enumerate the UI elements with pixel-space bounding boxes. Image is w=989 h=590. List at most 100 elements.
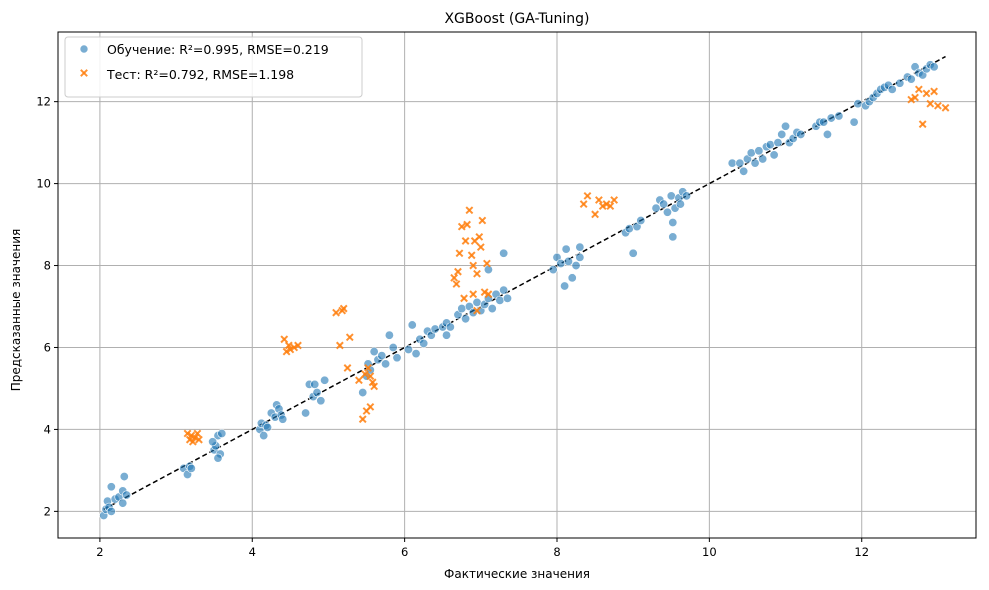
train-point xyxy=(666,191,676,201)
x-tick-label: 2 xyxy=(96,545,103,559)
test-point xyxy=(918,120,927,129)
test-point xyxy=(282,347,291,356)
test-point xyxy=(463,220,472,229)
train-point xyxy=(668,232,678,242)
test-point xyxy=(469,290,478,299)
test-point xyxy=(460,294,468,303)
test-point xyxy=(914,85,923,94)
train-point xyxy=(754,146,764,156)
test-point xyxy=(191,433,200,442)
test-point xyxy=(339,304,348,313)
x-tick-label: 10 xyxy=(702,545,717,559)
train-point xyxy=(186,463,196,473)
train-point xyxy=(411,349,421,359)
y-tick-label: 12 xyxy=(36,95,51,109)
test-point xyxy=(473,269,481,278)
test-point xyxy=(364,364,372,372)
train-point xyxy=(403,345,413,355)
train-point xyxy=(682,191,692,201)
test-point xyxy=(457,222,466,231)
train-point xyxy=(213,453,223,463)
x-tick-label: 12 xyxy=(854,545,869,559)
train-point xyxy=(796,129,806,139)
train-point xyxy=(548,265,558,275)
train-point xyxy=(560,281,570,291)
train-point xyxy=(208,437,218,447)
train-point xyxy=(259,431,269,441)
train-point xyxy=(735,158,745,168)
test-point xyxy=(467,251,476,260)
train-point xyxy=(445,322,455,332)
test-point xyxy=(907,95,916,104)
test-point xyxy=(480,288,489,297)
chart-title: XGBoost (GA-Tuning) xyxy=(444,11,589,27)
train-point xyxy=(769,150,779,160)
train-point xyxy=(442,330,452,340)
test-point xyxy=(455,249,464,258)
test-point xyxy=(922,89,931,98)
train-point xyxy=(461,314,471,324)
test-point xyxy=(361,370,369,379)
train-point xyxy=(636,215,646,225)
train-point xyxy=(746,148,756,158)
y-tick-label: 4 xyxy=(44,422,51,436)
train-point xyxy=(320,375,330,385)
train-point xyxy=(392,353,402,363)
legend-marker-test xyxy=(80,69,88,77)
train-point xyxy=(575,242,585,252)
train-point xyxy=(834,111,844,121)
train-point xyxy=(316,396,326,406)
train-point xyxy=(381,359,391,369)
train-point xyxy=(853,99,863,109)
x-axis-label: Фактические значения xyxy=(444,567,590,581)
train-point xyxy=(668,218,678,228)
train-point xyxy=(301,408,311,418)
points-layer xyxy=(99,60,950,520)
x-tick-label: 6 xyxy=(401,545,408,559)
train-point xyxy=(765,140,775,150)
y-tick-label: 2 xyxy=(44,504,51,518)
train-point xyxy=(556,258,566,268)
test-point xyxy=(483,259,491,268)
test-point xyxy=(465,206,474,215)
legend-box xyxy=(64,36,363,98)
legend-label-test: Тест: R²=0.792, RMSE=1.198 xyxy=(106,67,294,82)
test-point xyxy=(606,202,615,211)
train-point xyxy=(561,244,571,254)
test-point xyxy=(461,237,470,245)
test-point xyxy=(475,232,484,241)
train-point xyxy=(662,207,672,217)
train-point xyxy=(118,498,128,508)
train-point xyxy=(571,261,581,271)
train-point xyxy=(822,129,832,139)
y-tick-label: 8 xyxy=(44,259,51,273)
train-point xyxy=(727,158,737,168)
test-point xyxy=(286,345,295,354)
train-point xyxy=(628,248,638,258)
train-point xyxy=(122,490,132,500)
train-point xyxy=(659,199,669,209)
train-point xyxy=(384,330,394,340)
test-point xyxy=(280,335,289,344)
test-point xyxy=(911,93,919,102)
test-point xyxy=(335,341,344,350)
train-point xyxy=(495,295,505,305)
train-point xyxy=(777,129,787,139)
train-point xyxy=(358,388,368,398)
grid-lines xyxy=(58,32,976,538)
test-point xyxy=(193,429,202,438)
test-point xyxy=(345,333,354,342)
test-point xyxy=(183,429,192,438)
ideal-fit-line xyxy=(103,55,946,510)
train-point xyxy=(483,265,493,275)
train-point xyxy=(567,273,577,283)
y-tick-label: 10 xyxy=(36,177,51,191)
train-point xyxy=(624,224,634,234)
train-point xyxy=(369,347,379,357)
test-point xyxy=(591,210,599,219)
train-point xyxy=(675,199,685,209)
train-point xyxy=(106,482,116,492)
test-point xyxy=(294,341,302,350)
test-point xyxy=(188,437,197,446)
train-point xyxy=(849,117,859,127)
